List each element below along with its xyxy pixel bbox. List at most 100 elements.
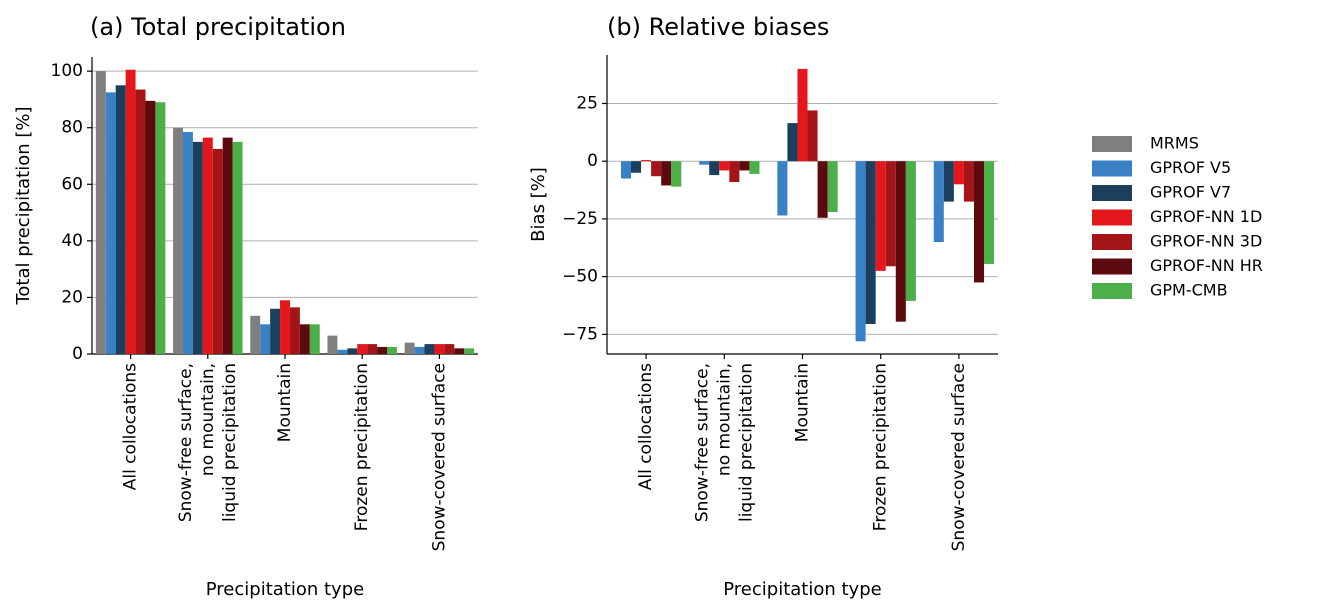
bar xyxy=(620,161,632,179)
bar xyxy=(95,71,106,355)
x-tick-label-line: Snow-free surface, xyxy=(176,363,196,522)
bar xyxy=(309,324,320,354)
legend-swatch xyxy=(1092,209,1132,226)
y-axis-label: Bias [%] xyxy=(528,167,549,242)
bar xyxy=(749,161,760,174)
bar xyxy=(232,141,243,354)
x-tick-label: Frozen precipitation xyxy=(352,363,372,531)
x-tick-label-line: All collocations xyxy=(636,363,656,490)
bar xyxy=(651,161,662,177)
bar xyxy=(787,123,798,162)
x-tick-label-line: Mountain xyxy=(793,363,813,442)
y-tick-label: 25 xyxy=(576,93,598,113)
x-tick-label-line: no mountain, xyxy=(714,363,734,476)
bar xyxy=(963,161,974,202)
bar xyxy=(424,344,435,354)
legend-label: GPM-CMB xyxy=(1150,281,1228,300)
legend-swatch xyxy=(1092,283,1132,299)
x-tick-label: Snow-free surface, no mountain, liquid pre… xyxy=(176,363,240,522)
x-tick-label: Mountain xyxy=(275,363,295,442)
x-tick-label-line: Mountain xyxy=(275,363,295,442)
bar xyxy=(105,92,116,354)
bar xyxy=(192,141,203,354)
x-tick-label: All collocations xyxy=(636,363,656,490)
y-tick-label: −75 xyxy=(562,324,598,344)
bar xyxy=(357,344,368,354)
bar xyxy=(671,161,682,187)
y-tick-label: 0 xyxy=(587,151,598,171)
bar xyxy=(933,161,944,243)
legend-swatch xyxy=(1092,136,1132,152)
legend-label: GPROF-NN 1D xyxy=(1150,207,1262,226)
bar xyxy=(182,131,193,354)
bar xyxy=(797,68,808,162)
x-tick-label: Snow-free surface, no mountain, liquid pre… xyxy=(692,363,756,522)
bar xyxy=(280,300,290,354)
bar xyxy=(434,344,445,354)
bar xyxy=(155,102,166,354)
x-tick-label: Snow-covered surface xyxy=(949,363,969,551)
bar xyxy=(699,161,710,165)
y-tick-label: 60 xyxy=(61,174,83,194)
bar xyxy=(250,315,261,354)
y-tick-label: 0 xyxy=(72,344,83,364)
x-axis-label: Precipitation type xyxy=(723,579,881,600)
bar xyxy=(135,89,146,355)
y-tick-label: −25 xyxy=(562,209,598,229)
y-tick-label: 100 xyxy=(51,61,83,81)
bar xyxy=(454,348,465,354)
x-tick-label: Snow-covered surface xyxy=(429,363,449,551)
bar xyxy=(289,307,300,354)
bar xyxy=(125,69,136,354)
x-axis-label: Precipitation type xyxy=(206,579,364,600)
bar xyxy=(895,161,906,322)
bar xyxy=(260,324,271,354)
bar xyxy=(875,161,886,271)
chart-title: (a) Total precipitation xyxy=(90,13,346,41)
bar xyxy=(984,161,995,264)
bar xyxy=(905,161,916,301)
bar xyxy=(444,344,455,354)
bar xyxy=(943,161,954,202)
y-tick-label: 20 xyxy=(61,287,83,307)
bar xyxy=(202,137,213,354)
legend-swatch xyxy=(1092,160,1132,177)
legend-label: GPROF V5 xyxy=(1150,158,1231,177)
bar xyxy=(145,100,156,354)
bar xyxy=(173,127,183,354)
bar xyxy=(327,335,338,354)
y-tick-label: 40 xyxy=(61,231,83,251)
bar xyxy=(464,348,475,354)
legend-label: GPROF V7 xyxy=(1150,183,1231,202)
bar xyxy=(115,85,126,355)
bar xyxy=(729,161,740,182)
bar xyxy=(631,161,642,173)
bar xyxy=(270,308,281,354)
x-tick-label-line: Frozen precipitation xyxy=(352,363,372,531)
bar xyxy=(367,344,378,354)
bar xyxy=(377,346,388,354)
legend-swatch xyxy=(1092,258,1132,275)
x-tick-label-line: Frozen precipitation xyxy=(871,363,891,531)
x-tick-label-line: liquid precipitation xyxy=(736,363,756,522)
legend-swatch xyxy=(1092,234,1132,250)
bar xyxy=(719,161,730,171)
bar xyxy=(414,346,425,354)
bar xyxy=(777,161,788,216)
bar xyxy=(404,342,415,354)
bar xyxy=(387,346,397,354)
y-tick-label: 80 xyxy=(61,118,83,138)
chart-title: (b) Relative biases xyxy=(607,13,829,41)
bar xyxy=(953,161,964,185)
bar xyxy=(709,161,720,176)
bar xyxy=(807,110,818,162)
y-axis-label: Total precipitation [%] xyxy=(13,106,34,305)
x-tick-label-line: liquid precipitation xyxy=(220,363,240,522)
x-tick-label: Mountain xyxy=(793,363,813,442)
x-tick-label-line: Snow-free surface, xyxy=(692,363,712,522)
x-tick-label-line: Snow-covered surface xyxy=(429,363,449,551)
legend-label: MRMS xyxy=(1150,134,1199,153)
bar xyxy=(885,161,896,267)
bar xyxy=(827,161,838,213)
